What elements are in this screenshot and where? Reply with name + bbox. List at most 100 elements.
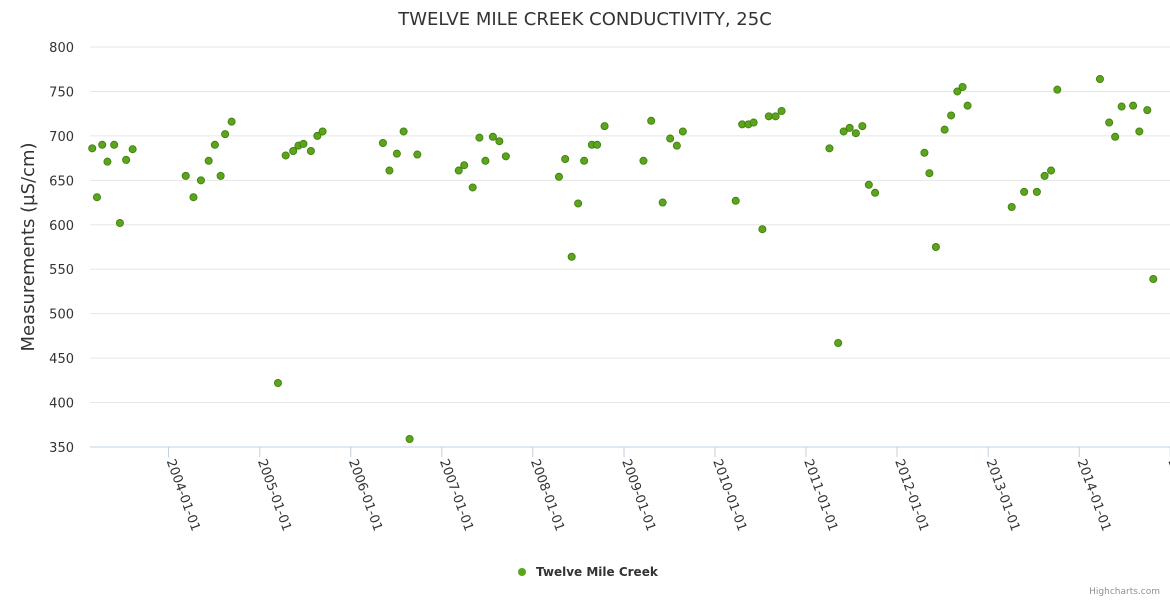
data-point[interactable]	[385, 166, 394, 175]
data-point[interactable]	[189, 193, 198, 202]
data-point[interactable]	[1105, 118, 1114, 127]
data-point[interactable]	[488, 132, 497, 141]
data-point[interactable]	[1053, 85, 1062, 94]
data-point[interactable]	[378, 138, 387, 147]
data-point[interactable]	[771, 112, 780, 121]
data-point[interactable]	[958, 83, 967, 92]
legend-marker	[518, 568, 526, 576]
data-point[interactable]	[593, 140, 602, 149]
data-point[interactable]	[1135, 127, 1144, 136]
data-point[interactable]	[1047, 166, 1056, 175]
data-point[interactable]	[299, 139, 308, 148]
data-point[interactable]	[764, 112, 773, 121]
data-point[interactable]	[204, 156, 213, 165]
data-point[interactable]	[931, 242, 940, 251]
data-point[interactable]	[953, 87, 962, 96]
data-point[interactable]	[554, 172, 563, 181]
data-point[interactable]	[574, 199, 583, 208]
data-point[interactable]	[1095, 75, 1104, 84]
data-point[interactable]	[858, 122, 867, 131]
data-point[interactable]	[128, 145, 137, 154]
y-axis-ticks: 350 400 450 500 550 600 650 700 750 800	[49, 41, 74, 456]
legend[interactable]: Twelve Mile Creek	[518, 565, 659, 579]
data-point[interactable]	[845, 123, 854, 132]
data-point[interactable]	[210, 140, 219, 149]
data-point[interactable]	[405, 434, 414, 443]
data-point[interactable]	[658, 198, 667, 207]
data-point[interactable]	[110, 140, 119, 149]
data-point[interactable]	[580, 156, 589, 165]
data-point[interactable]	[227, 117, 236, 126]
data-point[interactable]	[1007, 202, 1016, 211]
data-point[interactable]	[864, 180, 873, 189]
data-point[interactable]	[313, 131, 322, 140]
data-point[interactable]	[468, 183, 477, 192]
data-point[interactable]	[501, 152, 510, 161]
data-point[interactable]	[1020, 187, 1029, 196]
data-point[interactable]	[678, 127, 687, 136]
data-point[interactable]	[495, 137, 504, 146]
data-point[interactable]	[475, 133, 484, 142]
data-point[interactable]	[399, 127, 408, 136]
data-point[interactable]	[963, 101, 972, 110]
data-point[interactable]	[947, 111, 956, 120]
data-point[interactable]	[98, 140, 107, 149]
data-point[interactable]	[567, 252, 576, 261]
data-point[interactable]	[758, 225, 767, 234]
y-tick-label: 350	[49, 441, 74, 456]
chart-title: TWELVE MILE CREEK CONDUCTIVITY, 25C	[397, 9, 772, 30]
data-point[interactable]	[103, 157, 112, 166]
y-tick-label: 600	[49, 219, 74, 234]
data-point[interactable]	[92, 193, 101, 202]
data-point[interactable]	[920, 148, 929, 157]
data-point[interactable]	[851, 129, 860, 138]
data-point[interactable]	[115, 218, 124, 227]
data-point[interactable]	[1032, 187, 1041, 196]
data-point[interactable]	[413, 150, 422, 159]
data-point[interactable]	[672, 141, 681, 150]
data-point[interactable]	[460, 161, 469, 170]
data-point[interactable]	[289, 146, 298, 155]
data-point[interactable]	[1143, 106, 1152, 115]
data-point[interactable]	[306, 146, 315, 155]
data-point[interactable]	[281, 151, 290, 160]
data-point[interactable]	[1149, 274, 1158, 283]
data-point[interactable]	[318, 127, 327, 136]
y-tick-label: 750	[49, 85, 74, 100]
data-point[interactable]	[600, 122, 609, 131]
data-point[interactable]	[777, 107, 786, 116]
data-point[interactable]	[871, 188, 880, 197]
credits-link[interactable]: Highcharts.com	[1089, 587, 1160, 597]
data-point[interactable]	[1040, 171, 1049, 180]
data-point[interactable]	[273, 378, 282, 387]
y-tick-label: 650	[49, 174, 74, 189]
data-point[interactable]	[122, 155, 131, 164]
data-point[interactable]	[834, 338, 843, 347]
data-point[interactable]	[181, 171, 190, 180]
legend-label[interactable]: Twelve Mile Creek	[536, 565, 659, 579]
series-twelve-mile-creek	[88, 75, 1158, 443]
data-point[interactable]	[561, 154, 570, 163]
data-point[interactable]	[196, 176, 205, 185]
data-point[interactable]	[216, 171, 225, 180]
data-point[interactable]	[749, 118, 758, 127]
data-point[interactable]	[392, 149, 401, 158]
data-point[interactable]	[839, 127, 848, 136]
data-point[interactable]	[454, 166, 463, 175]
y-tick-label: 550	[49, 263, 74, 278]
data-point[interactable]	[1111, 132, 1120, 141]
data-point[interactable]	[940, 125, 949, 134]
data-point[interactable]	[639, 156, 648, 165]
data-point[interactable]	[825, 144, 834, 153]
data-point[interactable]	[925, 169, 934, 178]
data-point[interactable]	[481, 156, 490, 165]
data-point[interactable]	[1129, 101, 1138, 110]
data-point[interactable]	[1117, 102, 1126, 111]
data-point[interactable]	[221, 130, 230, 139]
data-point[interactable]	[88, 144, 97, 153]
data-point[interactable]	[666, 134, 675, 143]
data-point[interactable]	[731, 196, 740, 205]
data-point[interactable]	[647, 116, 656, 125]
